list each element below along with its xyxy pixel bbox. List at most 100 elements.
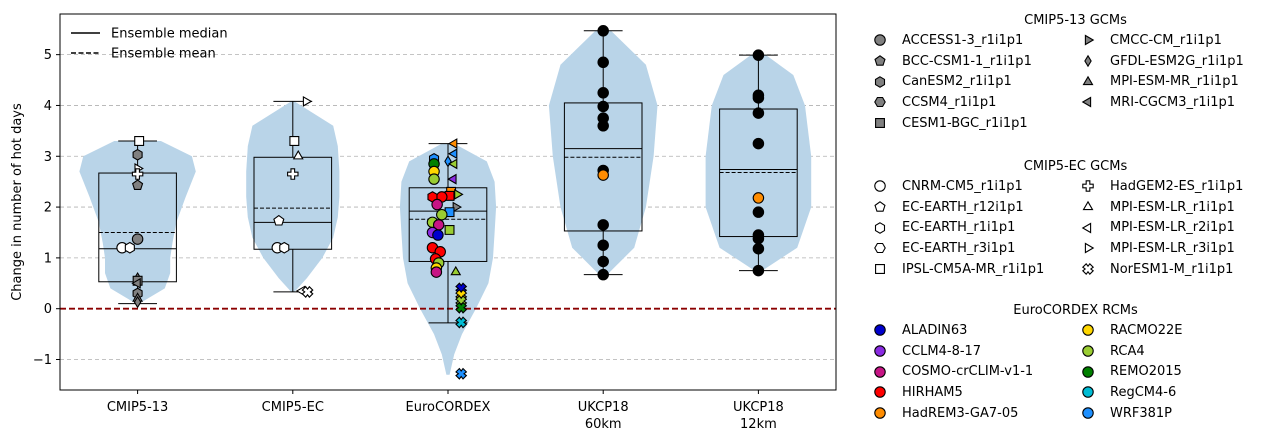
circle-marker-icon (874, 324, 886, 337)
legend-item: MPI-ESM-LR_r1i1p1 (1076, 197, 1283, 218)
x-tick-label: CMIP5-EC (262, 400, 324, 415)
legend-label: HIRHAM5 (902, 384, 963, 400)
data-point (597, 239, 609, 251)
violin-3 (548, 30, 658, 275)
data-point (430, 266, 443, 278)
legend-marker (1082, 365, 1094, 378)
triangle-left-marker-icon (1081, 96, 1092, 108)
data-point (752, 49, 765, 61)
legend-label: MPI-ESM-LR_r2i1p1 (1110, 220, 1235, 236)
legend-label: CCLM4-8-17 (902, 343, 982, 359)
pentagon-marker-icon (874, 201, 886, 212)
data-point (432, 229, 444, 241)
legend-label: EC-EARTH_r1i1p1 (902, 220, 1016, 236)
legend-marker (874, 324, 886, 337)
legend-item: MPI-ESM-MR_r1i1p1 (1076, 71, 1283, 92)
legend-label: MRI-CGCM3_r1i1p1 (1110, 94, 1236, 110)
legend-label: MPI-ESM-MR_r1i1p1 (1110, 74, 1239, 90)
y-tick-label: 0 (44, 302, 52, 317)
data-point (450, 265, 462, 276)
legend-label: ALADIN63 (902, 322, 968, 338)
legend-item: CCSM4_r1i1p1 (868, 92, 1076, 113)
data-point (302, 95, 313, 107)
legend-item: RegCM4-6 (1076, 382, 1283, 403)
y-tick-label: 1 (44, 251, 52, 266)
diamond-marker-icon (1084, 54, 1092, 68)
legend-marker (1084, 242, 1095, 254)
data-point (287, 168, 299, 180)
data-point (597, 268, 609, 281)
legend-marker (874, 243, 886, 254)
legend-marker (1081, 263, 1095, 276)
hexagon-marker-icon (874, 221, 886, 234)
data-point (273, 214, 285, 226)
data-point (436, 208, 448, 221)
data-point (452, 201, 463, 213)
data-point (428, 173, 440, 185)
x-tick-label-line2: 12km (740, 417, 777, 432)
box-1 (253, 100, 333, 293)
hexagon2-marker-icon (874, 97, 886, 108)
legend-label: MPI-ESM-LR_r3i1p1 (1110, 240, 1235, 256)
hexagon-marker-icon (874, 75, 886, 88)
legend-marker (1084, 54, 1092, 68)
data-point (752, 92, 765, 104)
legend-item: ACCESS1-3_r1i1p1 (868, 30, 1076, 51)
legend-marker (874, 221, 886, 234)
legend-marker (874, 365, 886, 378)
data-point (597, 219, 609, 231)
legend-label: ACCESS1-3_r1i1p1 (902, 32, 1024, 48)
legend-label: HadREM3-GA7-05 (902, 405, 1019, 421)
data-point (752, 232, 765, 245)
x-tick-label: UKCP18 (578, 400, 629, 415)
data-point (455, 367, 468, 380)
data-point (444, 224, 455, 235)
legend-item: EC-EARTH_r1i1p1 (868, 217, 1076, 238)
data-point (279, 241, 290, 254)
violin-2 (399, 143, 497, 375)
legend-marker (1082, 345, 1094, 357)
legend-label: CNRM-CM5_r1i1p1 (902, 178, 1023, 194)
legend-label: RACMO22E (1110, 322, 1183, 338)
legend-item: RACMO22E (1076, 320, 1283, 341)
legend-item: MPI-ESM-LR_r2i1p1 (1076, 217, 1283, 238)
data-point (131, 277, 141, 289)
data-point (597, 100, 609, 113)
data-point (752, 192, 765, 204)
legend-label: IPSL-CM5A-MR_r1i1p1 (902, 261, 1045, 277)
legend-item: RCA4 (1076, 341, 1283, 362)
triangle-left-marker-icon (1081, 222, 1092, 234)
legend-marker (1084, 34, 1095, 46)
legend-marker (1082, 407, 1094, 419)
legend-marker (874, 75, 886, 88)
circle-marker-icon (874, 386, 886, 399)
legend-cmip5-13-gcms: CMIP5-13 GCMs ACCESS1-3_r1i1p1 CMCC-CM_r1… (868, 12, 1283, 133)
data-point (597, 169, 609, 181)
circle-marker-icon (1082, 386, 1094, 399)
circle-marker-icon (874, 180, 886, 193)
triangle-right-marker-icon (1084, 242, 1095, 254)
legend-marker (875, 264, 885, 275)
triangle-up-marker-icon (1082, 200, 1094, 211)
data-point (455, 316, 468, 329)
data-point (132, 148, 143, 161)
data-point (134, 136, 145, 146)
legend-item: COSMO-crCLIM-v1-1 (868, 361, 1076, 382)
legend-marker (875, 118, 885, 129)
data-point (597, 255, 609, 268)
legend-title: EuroCORDEX RCMs (1013, 303, 1138, 318)
data-point (752, 107, 765, 119)
legend-marker (874, 201, 886, 212)
legend-item: IPSL-CM5A-MR_r1i1p1 (868, 259, 1076, 280)
y-axis-label: Change in number of hot days (10, 103, 25, 301)
legend-item: MRI-CGCM3_r1i1p1 (1076, 92, 1283, 113)
legend-marker (1082, 386, 1094, 399)
legend-marker (874, 97, 886, 108)
square-marker-icon (875, 264, 885, 275)
circle-marker-icon (874, 365, 886, 378)
y-tick-label: 3 (44, 150, 52, 165)
data-point (301, 285, 314, 298)
legend-marker (874, 386, 886, 399)
legend-item: EC-EARTH_r12i1p1 (868, 197, 1076, 218)
legend-marker (1082, 75, 1094, 85)
